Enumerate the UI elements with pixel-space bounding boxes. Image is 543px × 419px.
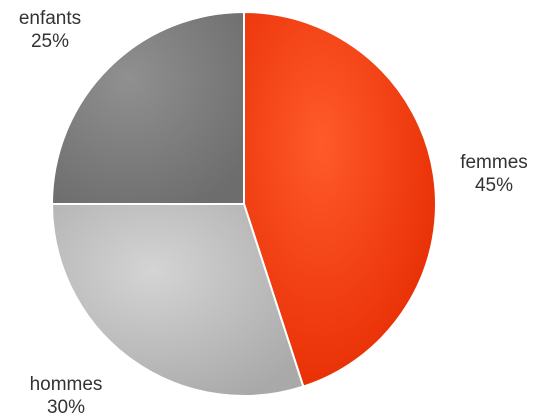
slice-label-name-hommes: hommes (30, 374, 103, 395)
slice-label-name-enfants: enfants (19, 8, 81, 29)
slice-label-value-enfants: 25% (31, 31, 69, 52)
slice-label-value-femmes: 45% (475, 175, 513, 196)
slice-label-name-femmes: femmes (460, 152, 528, 173)
slices-layer (51, 11, 437, 397)
slice-label-value-hommes: 30% (47, 397, 85, 418)
pie-slice-enfants (51, 11, 245, 205)
pie-slice-hommes (51, 203, 305, 397)
pie-slice-femmes (243, 11, 437, 388)
